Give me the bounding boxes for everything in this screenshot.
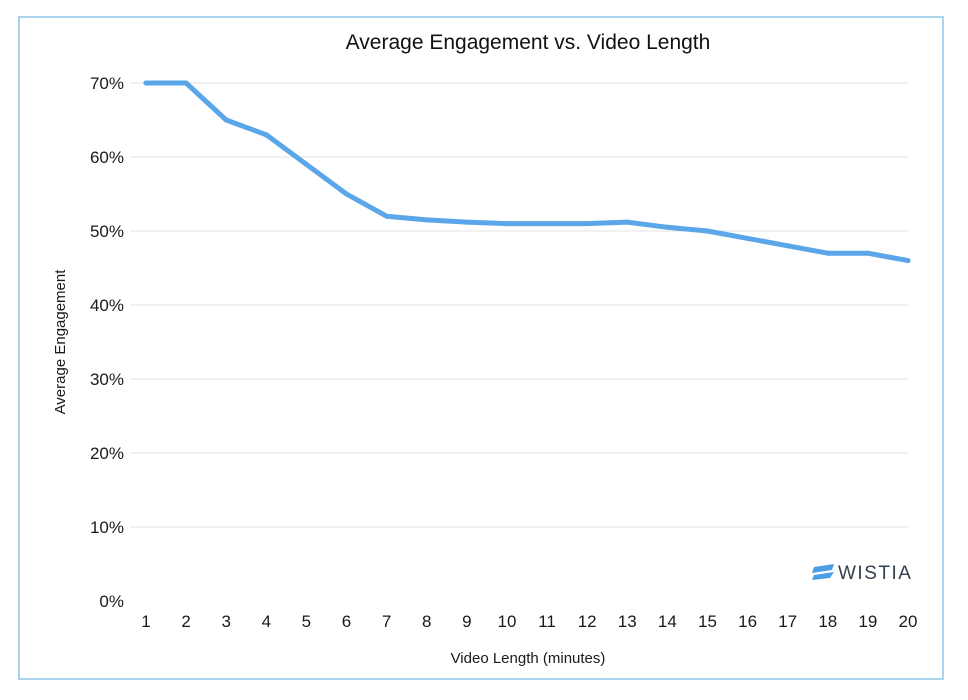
x-axis-ticks: 1 2 3 4 5 6 7 8 9 10 11 12 13 14 15 16 17 18 19 20 — [141, 612, 917, 631]
x-tick-label: 12 — [578, 612, 597, 631]
y-axis-ticks: 0% 10% 20% 30% 40% 50% 60% 70% — [90, 74, 124, 611]
x-tick-label: 9 — [462, 612, 471, 631]
data-point — [143, 80, 149, 86]
x-tick-label: 7 — [382, 612, 391, 631]
x-tick-label: 18 — [818, 612, 837, 631]
data-point — [825, 250, 831, 256]
y-tick-label: 70% — [90, 74, 124, 93]
chart-frame — [18, 16, 944, 680]
y-tick-label: 10% — [90, 518, 124, 537]
data-point — [384, 213, 390, 219]
data-point — [584, 221, 590, 227]
x-tick-label: 3 — [221, 612, 230, 631]
x-tick-label: 10 — [497, 612, 516, 631]
x-tick-label: 2 — [181, 612, 190, 631]
data-point — [223, 117, 229, 123]
data-point — [183, 80, 189, 86]
series-line — [143, 80, 911, 264]
x-tick-label: 11 — [538, 612, 556, 631]
y-tick-label: 30% — [90, 370, 124, 389]
x-tick-label: 15 — [698, 612, 717, 631]
y-tick-label: 0% — [99, 592, 124, 611]
x-tick-label: 17 — [778, 612, 797, 631]
x-tick-label: 16 — [738, 612, 757, 631]
chart-title: Average Engagement vs. Video Length — [346, 31, 711, 54]
x-tick-label: 14 — [658, 612, 677, 631]
wistia-logo-icon — [812, 564, 834, 580]
data-point — [624, 219, 630, 225]
x-axis-label: Video Length (minutes) — [451, 650, 606, 667]
data-point — [785, 243, 791, 249]
x-tick-label: 19 — [858, 612, 877, 631]
y-tick-label: 50% — [90, 222, 124, 241]
data-point — [664, 224, 670, 230]
x-tick-label: 5 — [302, 612, 311, 631]
x-tick-label: 1 — [141, 612, 150, 631]
data-point — [344, 191, 350, 197]
data-point — [544, 221, 550, 227]
wistia-logo: WISTIA — [812, 563, 912, 584]
y-tick-label: 40% — [90, 296, 124, 315]
data-point — [905, 258, 911, 264]
data-point — [263, 132, 269, 138]
data-point — [464, 219, 470, 225]
x-tick-label: 8 — [422, 612, 431, 631]
x-tick-label: 4 — [262, 612, 271, 631]
y-axis-label: Average Engagement — [52, 269, 69, 415]
data-point — [504, 221, 510, 227]
data-point — [424, 217, 430, 223]
y-tick-label: 20% — [90, 444, 124, 463]
x-tick-label: 13 — [618, 612, 637, 631]
data-point — [865, 250, 871, 256]
logo-text: WISTIA — [838, 563, 912, 584]
gridlines — [130, 82, 908, 528]
x-tick-label: 6 — [342, 612, 351, 631]
data-point — [704, 228, 710, 234]
x-tick-label: 20 — [899, 612, 918, 631]
data-point — [745, 235, 751, 241]
y-tick-label: 60% — [90, 148, 124, 167]
data-point — [303, 161, 309, 167]
series-layer — [143, 80, 911, 264]
